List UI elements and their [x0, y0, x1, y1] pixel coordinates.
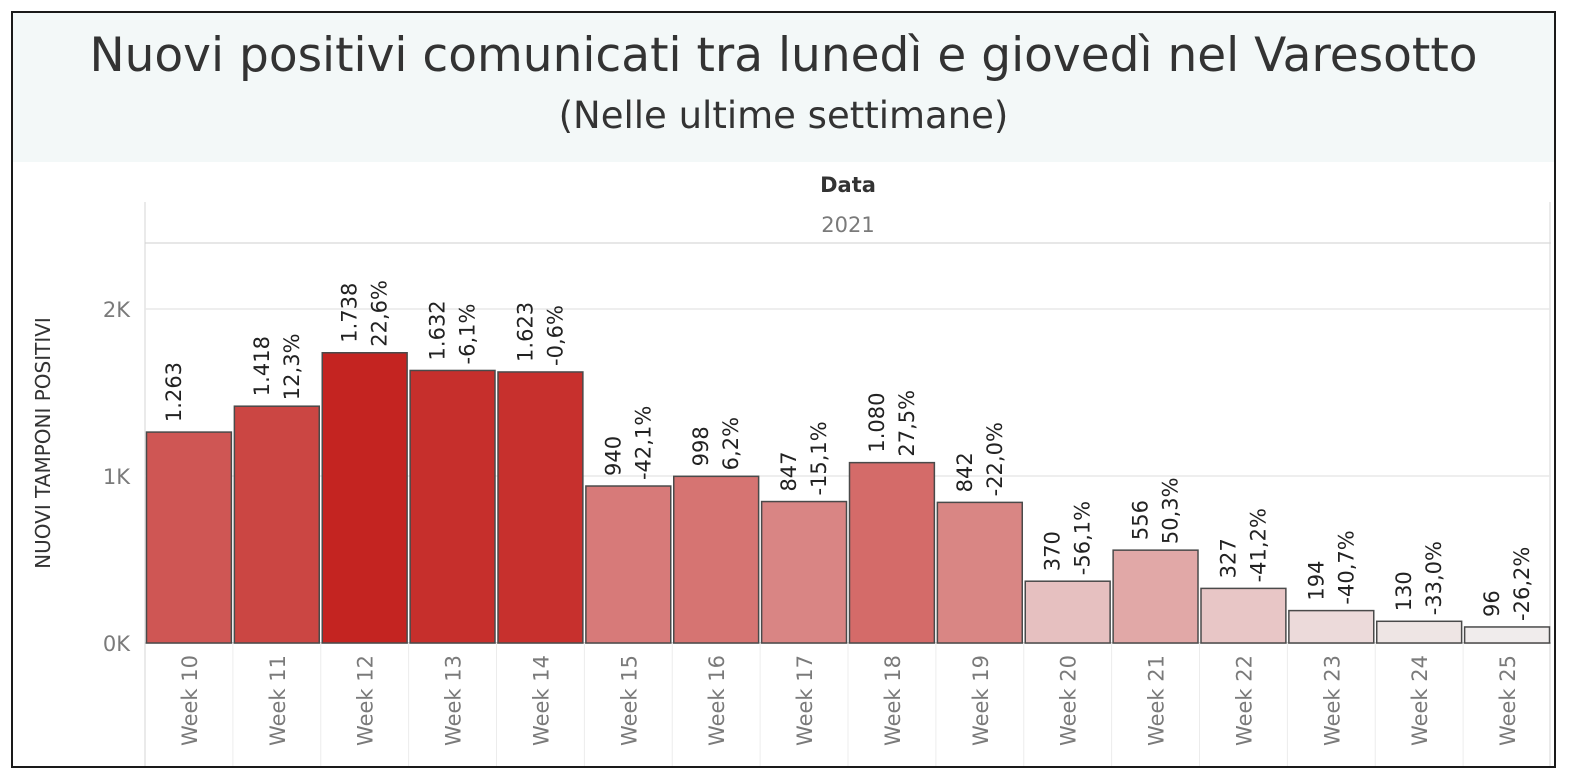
- change-label: 22,6%: [368, 280, 392, 347]
- value-label: 327: [1216, 538, 1240, 578]
- bar: [1288, 609, 1375, 644]
- x-tick-label: Week 25: [1496, 655, 1520, 746]
- bar: [1463, 626, 1551, 644]
- change-label: -26,2%: [1510, 547, 1534, 621]
- x-tick-label: Week 16: [705, 655, 729, 746]
- value-label: 998: [689, 426, 713, 466]
- bar: [848, 461, 936, 644]
- change-label: -40,7%: [1334, 530, 1358, 604]
- column-header: Data: [820, 173, 876, 197]
- bar: [145, 431, 233, 644]
- x-tick-label: Week 13: [442, 655, 466, 746]
- change-label: 6,2%: [719, 417, 743, 470]
- bar: [497, 371, 584, 644]
- change-label: -33,0%: [1422, 541, 1446, 615]
- x-tick-label: Week 17: [793, 655, 817, 746]
- bar: [409, 369, 496, 644]
- value-label: 1.263: [162, 362, 186, 422]
- value-label: 842: [953, 452, 977, 492]
- value-label: 96: [1480, 590, 1504, 617]
- bar-chart: Data 2021 0K 1K 2K NUOVI TAMPONI POSITIVI 1.26…: [31, 173, 1551, 766]
- x-tick-label: Week 22: [1232, 655, 1256, 746]
- x-tick-label: Week 12: [354, 655, 378, 746]
- change-label: -41,2%: [1246, 508, 1270, 582]
- x-tick-label: Week 14: [529, 655, 553, 746]
- change-label: -42,1%: [631, 406, 655, 480]
- change-label: 27,5%: [895, 390, 919, 457]
- bar: [1112, 549, 1199, 644]
- x-tick-label: Week 11: [266, 655, 290, 746]
- change-label: 12,3%: [280, 333, 304, 400]
- y-tick-label: 2K: [103, 298, 131, 322]
- x-tick-label: Week 19: [969, 655, 993, 746]
- y-axis-title: NUOVI TAMPONI POSITIVI: [31, 317, 55, 569]
- bar: [673, 475, 760, 644]
- x-tick-label: Week 24: [1408, 655, 1432, 746]
- change-label: -22,0%: [983, 422, 1007, 496]
- chart-subtitle: (Nelle ultime settimane): [558, 94, 1009, 137]
- value-label: 194: [1304, 561, 1328, 601]
- y-tick-label: 0K: [103, 632, 131, 656]
- chart-frame: Nuovi positivi comunicati tra lunedì e g…: [11, 11, 1556, 768]
- bar: [760, 500, 848, 644]
- value-label: 370: [1041, 531, 1065, 571]
- bar: [1200, 587, 1287, 644]
- value-label: 556: [1129, 500, 1153, 540]
- change-label: -0,6%: [543, 305, 567, 366]
- x-tick-label: Week 10: [178, 655, 202, 746]
- x-tick-label: Week 23: [1320, 655, 1344, 746]
- x-tick-label: Week 15: [617, 655, 641, 746]
- bar: [1376, 620, 1463, 644]
- bar: [233, 405, 320, 644]
- chart-header: Nuovi positivi comunicati tra lunedì e g…: [13, 13, 1554, 162]
- x-tick-label: Week 18: [881, 655, 905, 746]
- value-label: 130: [1392, 571, 1416, 611]
- y-tick-label: 1K: [103, 465, 131, 489]
- chart-title: Nuovi positivi comunicati tra lunedì e g…: [89, 28, 1478, 83]
- x-tick-label: Week 21: [1145, 655, 1169, 746]
- column-group-label: 2021: [821, 213, 874, 237]
- bar: [936, 501, 1023, 644]
- bar: [585, 485, 672, 644]
- value-label: 1.418: [250, 336, 274, 396]
- value-label: 1.632: [426, 300, 450, 360]
- change-label: -56,1%: [1071, 501, 1095, 575]
- value-label: 1.623: [513, 302, 537, 362]
- bar: [321, 352, 408, 644]
- value-label: 1.080: [865, 393, 889, 453]
- change-label: -6,1%: [456, 304, 480, 365]
- bar: [1024, 580, 1111, 644]
- change-label: 50,3%: [1159, 477, 1183, 544]
- value-label: 1.738: [338, 283, 362, 343]
- value-label: 847: [777, 451, 801, 491]
- value-label: 940: [601, 436, 625, 476]
- x-tick-label: Week 20: [1057, 655, 1081, 746]
- change-label: -15,1%: [807, 421, 831, 495]
